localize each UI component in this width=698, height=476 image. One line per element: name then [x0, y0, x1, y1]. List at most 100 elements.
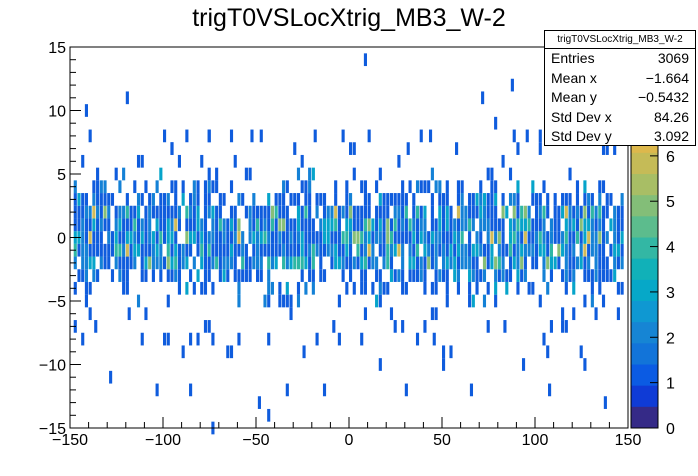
- heatmap-bin: [363, 53, 367, 67]
- heatmap-bin: [371, 256, 375, 270]
- heatmap-bin: [404, 218, 408, 232]
- palette-swatch: [631, 406, 658, 429]
- heatmap-bin: [561, 193, 565, 206]
- heatmap-bin: [520, 205, 524, 219]
- heatmap-bin: [553, 256, 557, 270]
- heatmap-bin: [423, 256, 427, 270]
- heatmap-bin: [453, 243, 457, 257]
- heatmap-bin: [84, 218, 88, 232]
- heatmap-bin: [620, 256, 624, 270]
- heatmap-bin: [482, 243, 487, 257]
- heatmap-bin: [401, 218, 405, 232]
- heatmap-bin: [445, 205, 449, 219]
- heatmap-bin: [363, 281, 367, 295]
- heatmap-bin: [428, 129, 433, 143]
- heatmap-bin: [330, 231, 334, 244]
- heatmap-bin: [304, 218, 308, 232]
- heatmap-bin: [125, 231, 129, 244]
- heatmap-bin: [572, 307, 576, 321]
- heatmap-bin: [360, 218, 364, 232]
- heatmap-bin: [296, 193, 301, 206]
- heatmap-bin: [211, 332, 215, 346]
- heatmap-bin: [88, 218, 92, 232]
- y-tick-label: −10: [39, 358, 66, 375]
- heatmap-bin: [408, 269, 412, 282]
- heatmap-bin: [356, 231, 360, 244]
- heatmap-bin: [207, 205, 211, 219]
- heatmap-bin: [300, 231, 304, 244]
- heatmap-bin: [304, 256, 308, 270]
- heatmap-bin: [196, 193, 200, 206]
- heatmap-bin: [125, 205, 129, 219]
- heatmap-bin: [133, 205, 137, 219]
- heatmap-bin: [521, 358, 526, 371]
- heatmap-bin: [203, 320, 208, 333]
- heatmap-bin: [516, 231, 520, 244]
- heatmap-bin: [386, 281, 390, 295]
- heatmap-bin: [308, 205, 312, 219]
- heatmap-bin: [468, 281, 472, 295]
- heatmap-bin: [482, 269, 487, 282]
- heatmap-bin: [99, 256, 103, 270]
- heatmap-bin: [278, 231, 282, 244]
- heatmap-bin: [226, 269, 230, 282]
- y-tick-label: 5: [57, 167, 66, 184]
- heatmap-bin: [300, 269, 304, 282]
- heatmap-bin: [302, 345, 306, 359]
- heatmap-bin: [579, 205, 583, 219]
- heatmap-bin: [252, 218, 256, 232]
- heatmap-bin: [561, 205, 565, 219]
- heatmap-bin: [375, 205, 379, 219]
- y-tick-label: −15: [39, 421, 66, 438]
- heatmap-bin: [549, 320, 553, 333]
- heatmap-bin: [345, 205, 349, 219]
- heatmap-bin: [136, 218, 141, 232]
- heatmap-bin: [508, 167, 513, 181]
- heatmap-bin: [442, 205, 446, 219]
- heatmap-bin: [148, 218, 152, 232]
- heatmap-bin: [516, 142, 520, 155]
- heatmap-bin: [449, 231, 453, 244]
- heatmap-bin: [363, 205, 367, 219]
- heatmap-bin: [510, 78, 514, 92]
- heatmap-bin: [352, 231, 356, 244]
- heatmap-bin: [352, 218, 356, 232]
- heatmap-bin: [460, 256, 464, 270]
- heatmap-bin: [218, 193, 222, 206]
- heatmap-bin: [226, 256, 230, 270]
- heatmap-bin: [620, 193, 624, 206]
- heatmap-bin: [257, 396, 261, 409]
- heatmap-bin: [546, 256, 550, 270]
- heatmap-bin: [613, 142, 617, 155]
- heatmap-bin: [616, 281, 620, 295]
- heatmap-bin: [408, 218, 412, 232]
- heatmap-bin: [315, 231, 319, 244]
- heatmap-bin: [122, 243, 126, 257]
- heatmap-bin: [237, 294, 241, 308]
- heatmap-bin: [503, 320, 507, 333]
- x-tick-label: 0: [345, 432, 354, 449]
- heatmap-bin: [419, 205, 423, 219]
- heatmap-bin: [282, 193, 286, 206]
- heatmap-bin: [494, 116, 498, 130]
- heatmap-bin: [263, 231, 267, 244]
- heatmap-bin: [620, 243, 624, 257]
- heatmap-bin: [423, 180, 427, 194]
- heatmap-bin: [81, 256, 85, 270]
- heatmap-bin: [300, 154, 304, 168]
- heatmap-bin: [406, 142, 410, 155]
- heatmap-bin: [148, 243, 152, 257]
- heatmap-bin: [527, 205, 531, 219]
- heatmap-bin: [144, 256, 148, 270]
- heatmap-bin: [107, 231, 111, 244]
- heatmap-bin: [479, 231, 483, 244]
- heatmap-bin: [423, 269, 427, 282]
- heatmap-bin: [140, 231, 144, 244]
- heatmap-bin: [564, 256, 568, 270]
- heatmap-bin: [174, 269, 178, 282]
- heatmap-bin: [349, 256, 353, 270]
- heatmap-bin: [546, 231, 550, 244]
- heatmap-bin: [505, 205, 509, 219]
- heatmap-bin: [192, 231, 196, 244]
- heatmap-bin: [248, 205, 252, 219]
